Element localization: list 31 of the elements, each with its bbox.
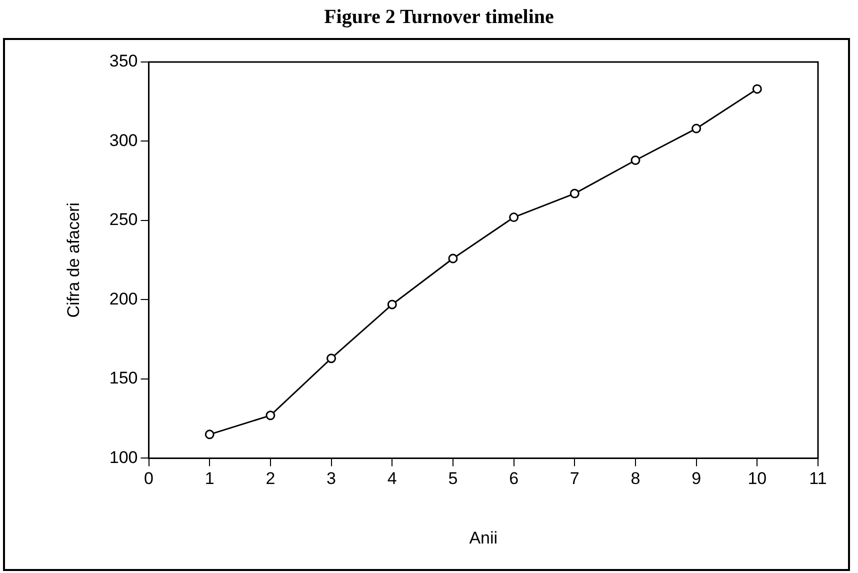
y-tick-label: 150 [109, 368, 138, 388]
y-axis-title: Cifra de afaceri [64, 202, 83, 318]
x-tick-label: 9 [692, 469, 702, 488]
point [509, 212, 519, 222]
point [266, 410, 276, 420]
x-tick-label: 5 [448, 469, 458, 488]
x-tick-label: 8 [630, 469, 640, 488]
y-tick-label: 100 [109, 448, 138, 467]
y-tick-label: 300 [109, 130, 138, 150]
x-tick-label: 0 [144, 469, 154, 488]
point [692, 124, 702, 134]
x-tick-label: 7 [570, 469, 580, 488]
x-tick-label: 10 [748, 469, 767, 488]
point [752, 84, 762, 94]
x-axis-title: Anii [469, 528, 498, 548]
point [326, 354, 336, 364]
y-tick-label: 350 [109, 52, 138, 71]
point [448, 254, 458, 264]
chart-title: Figure 2 Turnover timeline [324, 6, 554, 28]
x-tick-label: 3 [326, 469, 336, 488]
y-tick-label: 250 [109, 210, 138, 230]
x-tick-label: 11 [809, 469, 827, 488]
point [387, 300, 397, 310]
x-tick-label: 1 [204, 469, 214, 488]
x-tick-label: 4 [387, 469, 397, 488]
point [570, 188, 580, 198]
y-tick-label: 200 [109, 289, 138, 308]
point [204, 430, 214, 440]
x-tick-label: 6 [509, 469, 519, 488]
x-tick-label: 2 [266, 469, 276, 488]
point [630, 156, 640, 166]
